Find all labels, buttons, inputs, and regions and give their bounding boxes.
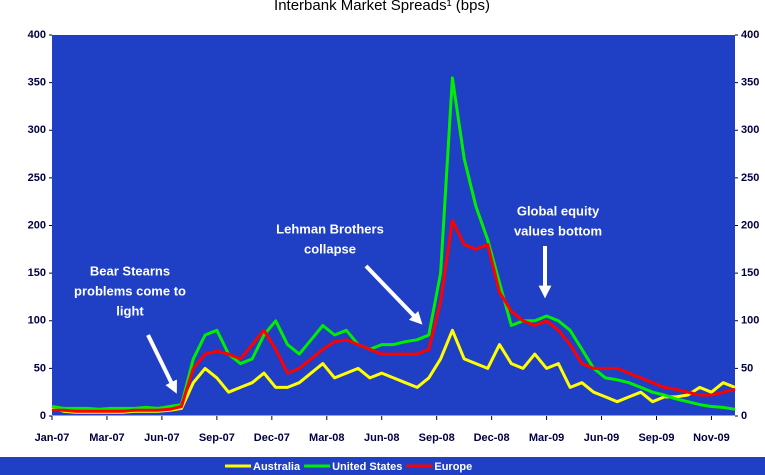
y-tick-label: 150 (28, 267, 46, 279)
x-tick-label: Jan-07 (35, 432, 70, 444)
x-tick-label: Dec-07 (254, 432, 290, 444)
annotation: Bear Stearns (90, 263, 170, 278)
y-tick-label: 250 (28, 172, 46, 184)
x-tick-label: Mar-08 (309, 432, 344, 444)
y2-tick-label: 350 (741, 77, 759, 89)
arrow (146, 334, 177, 394)
arrow (364, 264, 423, 325)
annotation: Global equity (517, 203, 600, 218)
legend-label: Australia (253, 461, 301, 473)
x-tick-label: Sep-07 (199, 432, 235, 444)
x-tick-label: Jun-07 (144, 432, 179, 444)
y2-tick-label: 300 (741, 124, 759, 136)
y2-tick-label: 400 (741, 29, 759, 41)
x-tick-label: Sep-09 (638, 432, 674, 444)
annotation: light (116, 303, 144, 318)
legend-label: Europe (434, 461, 472, 473)
plot-area (52, 35, 735, 416)
y-tick-label: 200 (28, 219, 46, 231)
y-tick-label: 100 (28, 315, 46, 327)
y2-tick-label: 150 (741, 267, 759, 279)
x-tick-label: Jun-08 (364, 432, 399, 444)
legend-band (0, 457, 765, 475)
y-tick-label: 350 (28, 77, 46, 89)
y2-tick-label: 250 (741, 172, 759, 184)
chart-title: Interbank Market Spreads¹ (bps) (274, 0, 490, 14)
series-line (51, 76, 736, 411)
y-tick-label: 300 (28, 124, 46, 136)
y-tick-label: 0 (40, 410, 46, 422)
x-tick-label: Dec-08 (474, 432, 510, 444)
x-tick-label: Jun-09 (584, 432, 619, 444)
y2-tick-label: 100 (741, 315, 759, 327)
legend-label: United States (332, 461, 402, 473)
annotation: collapse (304, 241, 356, 256)
series-line (52, 219, 736, 413)
y-tick-label: 50 (34, 362, 46, 374)
annotation: Lehman Brothers (276, 221, 384, 236)
x-tick-label: Mar-09 (529, 432, 564, 444)
y2-tick-label: 50 (741, 362, 753, 374)
y2-tick-label: 200 (741, 219, 759, 231)
y-tick-label: 400 (28, 29, 46, 41)
annotation: problems come to (74, 283, 186, 298)
x-tick-label: Nov-09 (693, 432, 730, 444)
x-tick-label: Mar-07 (89, 432, 124, 444)
x-tick-label: Sep-08 (419, 432, 455, 444)
annotation: values bottom (514, 223, 602, 238)
y2-tick-label: 0 (741, 410, 747, 422)
